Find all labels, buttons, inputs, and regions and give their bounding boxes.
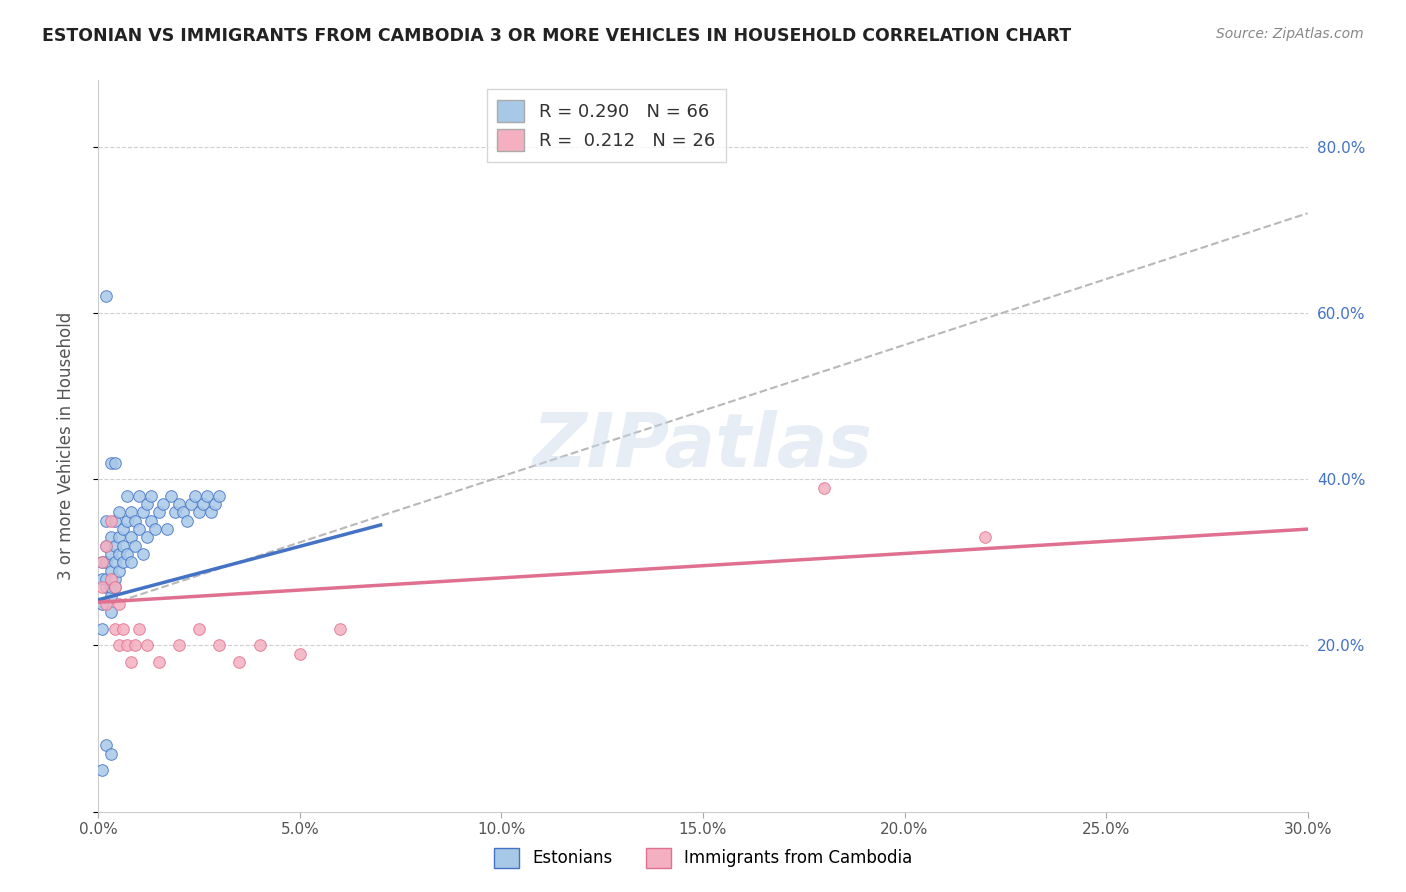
Point <box>120 555 142 569</box>
Point <box>107 564 129 578</box>
Point <box>91 597 114 611</box>
Point <box>103 572 125 586</box>
Point <box>228 655 250 669</box>
Point <box>167 497 190 511</box>
Point <box>96 738 118 752</box>
Point <box>135 639 157 653</box>
Point <box>120 506 142 520</box>
Point <box>120 655 142 669</box>
Point <box>124 639 146 653</box>
Point <box>200 506 222 520</box>
Point <box>288 647 311 661</box>
Point <box>160 489 183 503</box>
Point <box>107 530 129 544</box>
Text: ESTONIAN VS IMMIGRANTS FROM CAMBODIA 3 OR MORE VEHICLES IN HOUSEHOLD CORRELATION: ESTONIAN VS IMMIGRANTS FROM CAMBODIA 3 O… <box>42 27 1071 45</box>
Point <box>195 489 218 503</box>
Point <box>974 530 997 544</box>
Point <box>128 522 150 536</box>
Point <box>91 622 114 636</box>
Point <box>107 597 129 611</box>
Point <box>103 580 125 594</box>
Point <box>208 489 231 503</box>
Point <box>115 514 138 528</box>
Point <box>135 497 157 511</box>
Point <box>188 622 211 636</box>
Point <box>100 514 122 528</box>
Point <box>96 555 118 569</box>
Point <box>100 589 122 603</box>
Point <box>100 580 122 594</box>
Point <box>193 497 215 511</box>
Point <box>91 763 114 777</box>
Point <box>100 572 122 586</box>
Text: Source: ZipAtlas.com: Source: ZipAtlas.com <box>1216 27 1364 41</box>
Point <box>163 506 186 520</box>
Point <box>100 547 122 561</box>
Legend: Estonians, Immigrants from Cambodia: Estonians, Immigrants from Cambodia <box>486 841 920 875</box>
Point <box>96 514 118 528</box>
Point <box>128 489 150 503</box>
Point <box>103 580 125 594</box>
Point <box>96 597 118 611</box>
Point <box>204 497 226 511</box>
Point <box>100 605 122 619</box>
Point <box>135 530 157 544</box>
Point <box>100 564 122 578</box>
Point <box>107 547 129 561</box>
Point <box>103 555 125 569</box>
Point <box>115 547 138 561</box>
Point <box>107 506 129 520</box>
Point <box>128 622 150 636</box>
Point <box>188 506 211 520</box>
Point <box>115 489 138 503</box>
Point <box>143 522 166 536</box>
Point <box>124 514 146 528</box>
Point <box>184 489 207 503</box>
Point <box>103 539 125 553</box>
Point <box>139 489 162 503</box>
Point <box>111 555 134 569</box>
Point <box>139 514 162 528</box>
Point <box>91 572 114 586</box>
Point <box>176 514 198 528</box>
Point <box>148 655 170 669</box>
Point <box>100 456 122 470</box>
Point <box>107 639 129 653</box>
Point <box>96 580 118 594</box>
Point <box>91 555 114 569</box>
Point <box>100 747 122 761</box>
Point <box>208 639 231 653</box>
Text: ZIPatlas: ZIPatlas <box>533 409 873 483</box>
Point <box>813 481 835 495</box>
Point <box>91 580 114 594</box>
Point <box>100 530 122 544</box>
Point <box>103 456 125 470</box>
Point <box>156 522 179 536</box>
Point <box>111 539 134 553</box>
Point <box>96 539 118 553</box>
Point <box>103 622 125 636</box>
Point <box>167 639 190 653</box>
Point <box>115 639 138 653</box>
Point <box>91 555 114 569</box>
Point <box>120 530 142 544</box>
Point <box>329 622 352 636</box>
Y-axis label: 3 or more Vehicles in Household: 3 or more Vehicles in Household <box>56 312 75 580</box>
Point <box>111 622 134 636</box>
Point <box>103 514 125 528</box>
Point <box>96 539 118 553</box>
Point <box>132 506 155 520</box>
Point <box>111 522 134 536</box>
Point <box>124 539 146 553</box>
Point <box>249 639 271 653</box>
Point <box>148 506 170 520</box>
Point <box>180 497 202 511</box>
Point <box>96 572 118 586</box>
Point <box>172 506 194 520</box>
Legend: R = 0.290   N = 66, R =  0.212   N = 26: R = 0.290 N = 66, R = 0.212 N = 26 <box>486 89 725 162</box>
Point <box>132 547 155 561</box>
Point <box>96 289 118 303</box>
Point <box>152 497 174 511</box>
